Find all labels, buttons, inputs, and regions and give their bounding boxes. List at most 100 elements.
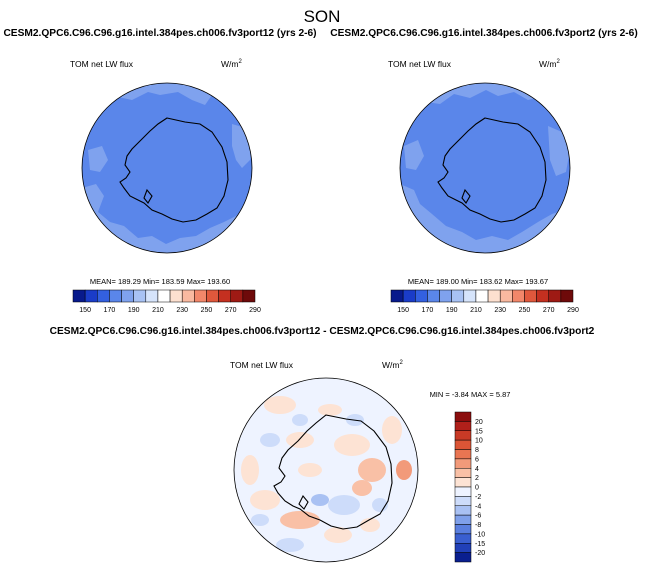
colorbar-swatch — [454, 430, 472, 441]
anomaly-patch — [318, 404, 342, 416]
colorbar-tick-label: -15 — [475, 541, 485, 548]
colorbar-swatch — [454, 514, 472, 525]
colorbar-tick-label: 10 — [475, 438, 483, 445]
panel-2-units: W/m2 — [539, 59, 560, 69]
colorbar-swatch — [157, 289, 171, 303]
anomaly-patch — [276, 538, 304, 552]
colorbar-swatch — [415, 289, 428, 303]
panel-1-colorbar: 150 170 190 210 230 250 270 290 — [72, 289, 261, 314]
colorbar-swatch — [451, 289, 465, 303]
colorbar-swatch — [194, 289, 207, 303]
anomaly-patch — [382, 416, 402, 444]
colorbar-tick-label: 150 — [79, 307, 91, 314]
panel-1-variable: TOM net LW flux — [70, 59, 134, 69]
panel-1-units: W/m2 — [221, 59, 242, 69]
panel-1-map — [82, 83, 252, 253]
colorbar-tick-label: -20 — [475, 550, 485, 557]
colorbar-swatch — [454, 505, 472, 516]
panel-1-patch — [88, 146, 108, 172]
colorbar-tick-label: 230 — [494, 307, 506, 314]
anomaly-patch — [328, 495, 360, 515]
colorbar-tick-label: 210 — [470, 307, 482, 314]
panel-3-stats: MIN = -3.84 MAX = 5.87 — [430, 390, 511, 399]
colorbar-tick-label: -8 — [475, 522, 481, 529]
colorbar-swatch — [121, 289, 134, 303]
anomaly-patch — [251, 514, 269, 526]
colorbar-swatch — [242, 289, 256, 303]
panel-2-colorbar: 150 170 190 210 230 250 270 290 — [390, 289, 579, 314]
panel-2-map — [400, 83, 570, 253]
colorbar-swatch — [454, 524, 472, 535]
anomaly-patch — [334, 434, 370, 456]
colorbar-tick-label: -4 — [475, 503, 481, 510]
colorbar-tick-label: 4 — [475, 466, 479, 473]
panel-model-1: CESM2.QPC6.C96.C96.g16.intel.384pes.ch00… — [3, 28, 316, 314]
colorbar-swatch — [524, 289, 537, 303]
panel-1-stats: MEAN= 189.29 Min= 183.59 Max= 193.60 — [90, 277, 230, 286]
panel-2-variable: TOM net LW flux — [388, 59, 452, 69]
anomaly-patch — [280, 511, 320, 529]
panel-3-map-border — [233, 377, 419, 563]
colorbar-tick-label: -6 — [475, 513, 481, 520]
anomaly-patch — [292, 414, 308, 426]
colorbar-swatch — [454, 439, 472, 450]
colorbar-swatch — [536, 289, 549, 303]
colorbar-swatch — [84, 289, 98, 303]
colorbar-swatch — [181, 289, 195, 303]
colorbar-swatch — [402, 289, 416, 303]
panel-3-title: CESM2.QPC6.C96.C96.g16.intel.384pes.ch00… — [50, 326, 595, 337]
anomaly-patch — [360, 518, 380, 532]
colorbar-swatch — [230, 289, 244, 303]
page-title: SON — [304, 7, 341, 26]
colorbar-swatch — [454, 496, 472, 506]
colorbar-tick-label: 170 — [104, 307, 116, 314]
colorbar-tick-label: 230 — [176, 307, 188, 314]
colorbar-swatch — [97, 289, 110, 303]
panel-2-title: CESM2.QPC6.C96.C96.g16.intel.384pes.ch00… — [330, 28, 637, 39]
colorbar-tick-label: -2 — [475, 494, 481, 501]
colorbar-swatch — [499, 289, 513, 303]
colorbar-tick-label: 210 — [152, 307, 164, 314]
anomaly-patch — [324, 527, 352, 543]
colorbar-tick-label: 6 — [475, 456, 479, 463]
panel-3-variable: TOM net LW flux — [230, 360, 294, 370]
colorbar-tick-label: 190 — [128, 307, 140, 314]
colorbar-tick-label: 150 — [397, 307, 409, 314]
colorbar-swatch — [439, 289, 452, 303]
anomaly-patch — [264, 396, 296, 414]
colorbar-tick-label: 0 — [475, 485, 479, 492]
colorbar-swatch — [454, 421, 472, 431]
anomaly-patch — [311, 494, 329, 506]
colorbar-swatch — [206, 289, 219, 303]
colorbar-swatch — [454, 458, 472, 469]
colorbar-tick-label: 290 — [567, 307, 579, 314]
colorbar-tick-label: 20 — [475, 419, 483, 426]
panel-1-title: CESM2.QPC6.C96.C96.g16.intel.384pes.ch00… — [3, 28, 316, 39]
panel-2-patch — [404, 140, 424, 170]
panel-2-map-border — [399, 82, 571, 254]
colorbar-swatch — [133, 289, 147, 303]
anomaly-patch — [260, 433, 280, 447]
panel-3-units: W/m2 — [382, 360, 403, 370]
anomaly-patch — [358, 458, 386, 482]
colorbar-tick-label: 270 — [543, 307, 555, 314]
colorbar-swatch — [390, 289, 404, 303]
panel-2-stats: MEAN= 189.00 Min= 183.62 Max= 193.67 — [408, 277, 548, 286]
colorbar-swatch — [454, 411, 472, 422]
anomaly-patch — [286, 432, 314, 448]
panel-3-map — [234, 378, 418, 562]
panel-1-patch — [82, 184, 252, 253]
anomaly-patch — [352, 480, 372, 496]
panel-2-patch — [400, 184, 570, 253]
colorbar-tick-label: 15 — [475, 428, 483, 435]
panel-difference: CESM2.QPC6.C96.C96.g16.intel.384pes.ch00… — [50, 326, 595, 563]
colorbar-swatch — [145, 289, 159, 303]
colorbar-swatch — [454, 543, 472, 553]
colorbar-tick-label: 270 — [225, 307, 237, 314]
colorbar-swatch — [169, 289, 183, 303]
colorbar-swatch — [454, 468, 472, 478]
colorbar-swatch — [72, 289, 86, 303]
colorbar-swatch — [475, 289, 489, 303]
colorbar-tick-label: 170 — [422, 307, 434, 314]
